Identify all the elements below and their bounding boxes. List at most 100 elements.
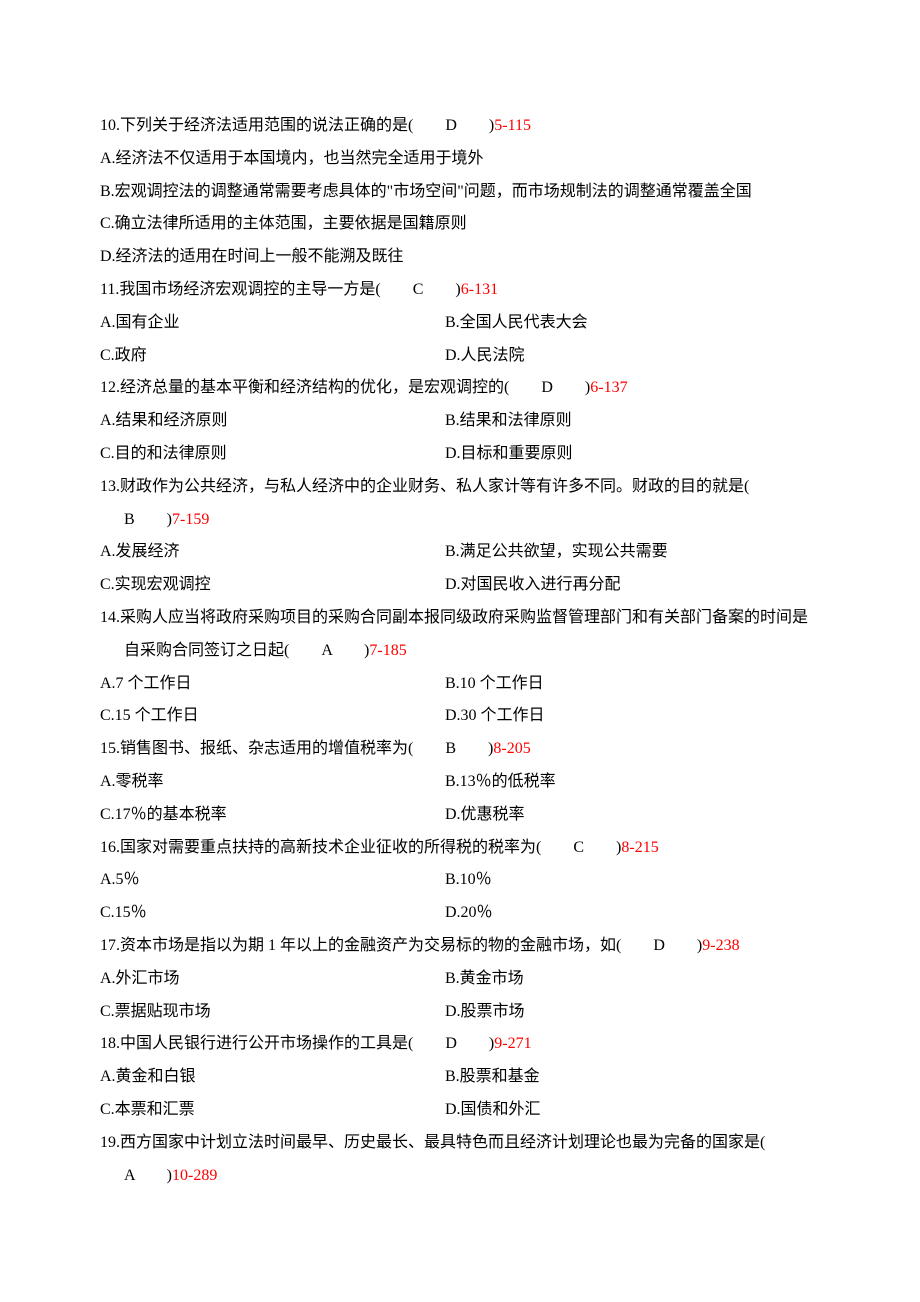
question-stem: 10.下列关于经济法适用范围的说法正确的是( D )5-115 <box>100 110 820 143</box>
question-stem: 14.采购人应当将政府采购项目的采购合同副本报同级政府采购监督管理部门和有关部门… <box>100 602 820 668</box>
question-stem: 13.财政作为公共经济，与私人经济中的企业财务、私人家计等有许多不同。财政的目的… <box>100 471 820 537</box>
question-stem: 18.中国人民银行进行公开市场操作的工具是( D )9-271 <box>100 1028 820 1061</box>
option: D.人民法院 <box>445 340 820 373</box>
question-after: ) <box>135 511 172 528</box>
option: C.本票和汇票 <box>100 1094 445 1127</box>
option: A.5％ <box>100 864 445 897</box>
option-row: C.票据贴现市场D.股票市场 <box>100 996 820 1029</box>
question-number: 16 <box>100 839 116 856</box>
option-row: C.目的和法律原则D.目标和重要原则 <box>100 438 820 471</box>
option: D.目标和重要原则 <box>445 438 820 471</box>
question-number: 19 <box>100 1134 116 1151</box>
question-stem: 19.西方国家中计划立法时间最早、历史最长、最具特色而且经济计划理论也最为完备的… <box>100 1127 820 1193</box>
option-row: C.15 个工作日D.30 个工作日 <box>100 700 820 733</box>
question-text: .我国市场经济宏观调控的主导一方是( <box>115 281 412 298</box>
question-after: ) <box>456 740 493 757</box>
option: B.黄金市场 <box>445 963 820 996</box>
option: B.结果和法律原则 <box>445 405 820 438</box>
reference: 7-159 <box>172 511 209 528</box>
option: D.国债和外汇 <box>445 1094 820 1127</box>
option: A.国有企业 <box>100 307 445 340</box>
option: D.经济法的适用在时间上一般不能溯及既往 <box>100 241 820 274</box>
question-text: .资本市场是指以为期 1 年以上的金融资产为交易标的物的金融市场，如( <box>116 937 653 954</box>
option: C.15 个工作日 <box>100 700 445 733</box>
option: C.票据贴现市场 <box>100 996 445 1029</box>
option: D.20％ <box>445 897 820 930</box>
option: C.目的和法律原则 <box>100 438 445 471</box>
option-row: A.外汇市场B.黄金市场 <box>100 963 820 996</box>
option: B.股票和基金 <box>445 1061 820 1094</box>
option: A.外汇市场 <box>100 963 445 996</box>
answer-letter: D <box>445 117 457 134</box>
question-after: ) <box>553 379 590 396</box>
option: D.30 个工作日 <box>445 700 820 733</box>
option: C.确立法律所适用的主体范围，主要依据是国籍原则 <box>100 208 820 241</box>
reference: 5-115 <box>494 117 531 134</box>
option: D.对国民收入进行再分配 <box>445 569 820 602</box>
option: C.政府 <box>100 340 445 373</box>
option: C.15％ <box>100 897 445 930</box>
option-row: A.发展经济B.满足公共欲望，实现公共需要 <box>100 536 820 569</box>
question-after: ) <box>135 1167 172 1184</box>
question-after: ) <box>423 281 460 298</box>
option: C.17％的基本税率 <box>100 799 445 832</box>
question-after: ) <box>665 937 702 954</box>
answer-letter: A <box>124 1167 135 1184</box>
reference: 6-137 <box>590 379 627 396</box>
option-row: A.零税率B.13％的低税率 <box>100 766 820 799</box>
question-number: 12 <box>100 379 116 396</box>
option-row: A.国有企业B.全国人民代表大会 <box>100 307 820 340</box>
answer-letter: B <box>445 740 456 757</box>
answer-letter: D <box>445 1035 457 1052</box>
answer-letter: C <box>413 281 424 298</box>
option: A.7 个工作日 <box>100 668 445 701</box>
reference: 9-238 <box>702 937 739 954</box>
option: B.全国人民代表大会 <box>445 307 820 340</box>
option-row: C.政府D.人民法院 <box>100 340 820 373</box>
option: D.优惠税率 <box>445 799 820 832</box>
option-row: C.本票和汇票D.国债和外汇 <box>100 1094 820 1127</box>
reference: 8-215 <box>621 839 658 856</box>
question-text: .下列关于经济法适用范围的说法正确的是( <box>116 117 445 134</box>
question-number: 13 <box>100 478 116 495</box>
question-text: .国家对需要重点扶持的高新技术企业征收的所得税的税率为( <box>116 839 573 856</box>
question-stem: 11.我国市场经济宏观调控的主导一方是( C )6-131 <box>100 274 820 307</box>
answer-letter: B <box>124 511 135 528</box>
question-text: .经济总量的基本平衡和经济结构的优化，是宏观调控的( <box>116 379 541 396</box>
question-text: .西方国家中计划立法时间最早、历史最长、最具特色而且经济计划理论也最为完备的国家… <box>116 1134 797 1151</box>
option-row: C.15％D.20％ <box>100 897 820 930</box>
option: A.黄金和白银 <box>100 1061 445 1094</box>
question-after: ) <box>457 117 494 134</box>
answer-letter: A <box>321 642 332 659</box>
exam-page: 10.下列关于经济法适用范围的说法正确的是( D )5-115A.经济法不仅适用… <box>0 0 920 1252</box>
answer-letter: D <box>653 937 665 954</box>
option: D.股票市场 <box>445 996 820 1029</box>
question-number: 14 <box>100 609 116 626</box>
reference: 8-205 <box>493 740 530 757</box>
option: A.结果和经济原则 <box>100 405 445 438</box>
question-text: .财政作为公共经济，与私人经济中的企业财务、私人家计等有许多不同。财政的目的就是… <box>116 478 781 495</box>
reference: 9-271 <box>494 1035 531 1052</box>
question-stem: 16.国家对需要重点扶持的高新技术企业征收的所得税的税率为( C )8-215 <box>100 832 820 865</box>
option-row: C.17％的基本税率D.优惠税率 <box>100 799 820 832</box>
question-text: .中国人民银行进行公开市场操作的工具是( <box>116 1035 445 1052</box>
question-number: 10 <box>100 117 116 134</box>
option: C.实现宏观调控 <box>100 569 445 602</box>
reference: 10-289 <box>172 1167 217 1184</box>
question-text: .采购人应当将政府采购项目的采购合同副本报同级政府采购监督管理部门和有关部门备案… <box>116 609 808 659</box>
question-after: ) <box>332 642 369 659</box>
question-after: ) <box>584 839 621 856</box>
question-number: 18 <box>100 1035 116 1052</box>
question-number: 17 <box>100 937 116 954</box>
question-after: ) <box>457 1035 494 1052</box>
question-number: 15 <box>100 740 116 757</box>
question-text: .销售图书、报纸、杂志适用的增值税率为( <box>116 740 445 757</box>
option-row: C.实现宏观调控D.对国民收入进行再分配 <box>100 569 820 602</box>
option: B.10％ <box>445 864 820 897</box>
question-stem: 17.资本市场是指以为期 1 年以上的金融资产为交易标的物的金融市场，如( D … <box>100 930 820 963</box>
option: B.13％的低税率 <box>445 766 820 799</box>
option-row: A.7 个工作日B.10 个工作日 <box>100 668 820 701</box>
answer-letter: C <box>573 839 584 856</box>
reference: 6-131 <box>461 281 498 298</box>
question-stem: 15.销售图书、报纸、杂志适用的增值税率为( B )8-205 <box>100 733 820 766</box>
